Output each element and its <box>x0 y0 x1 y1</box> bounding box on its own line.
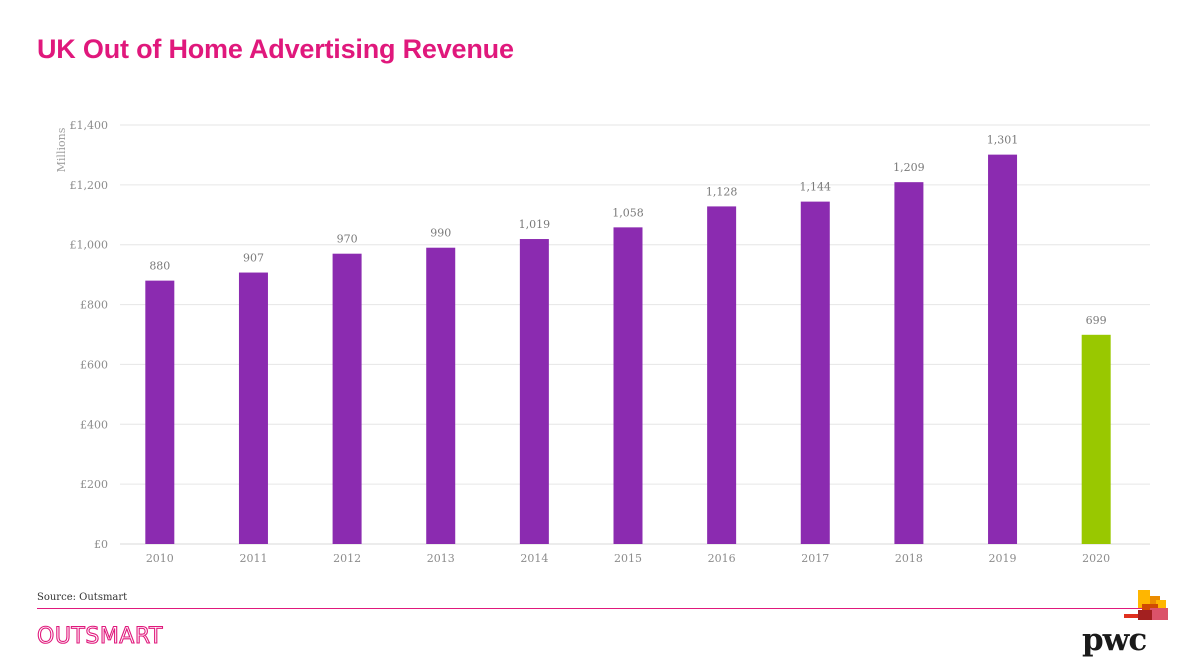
bar <box>707 206 736 544</box>
y-tick-label: £800 <box>80 299 108 312</box>
data-label: 1,058 <box>612 206 644 219</box>
x-tick-label: 2013 <box>427 552 455 565</box>
bar <box>333 254 362 544</box>
y-tick-label: £400 <box>80 418 108 431</box>
data-label: 990 <box>430 227 451 240</box>
y-tick-label: £0 <box>94 538 108 551</box>
source-note: Source: Outsmart <box>37 592 127 603</box>
data-label: 907 <box>243 252 264 265</box>
footer-divider <box>37 608 1162 609</box>
y-axis-title: Millions <box>55 127 68 172</box>
y-tick-label: £1,200 <box>70 179 109 192</box>
x-tick-label: 2010 <box>146 552 174 565</box>
bar <box>894 182 923 544</box>
y-tick-label: £1,000 <box>70 239 109 252</box>
bar <box>145 281 174 544</box>
y-tick-label: £1,400 <box>70 119 109 132</box>
x-tick-label: 2019 <box>989 552 1017 565</box>
bar <box>801 202 830 544</box>
x-tick-label: 2014 <box>520 552 548 565</box>
outsmart-logo: OUTSMART <box>37 624 163 649</box>
bar <box>988 155 1017 544</box>
x-tick-label: 2017 <box>801 552 829 565</box>
bar <box>1082 335 1111 544</box>
bar <box>239 273 268 544</box>
data-label: 880 <box>149 260 170 273</box>
y-tick-label: £600 <box>80 358 108 371</box>
data-label: 1,209 <box>893 161 925 174</box>
x-tick-label: 2020 <box>1082 552 1110 565</box>
x-tick-label: 2016 <box>708 552 736 565</box>
x-tick-label: 2018 <box>895 552 923 565</box>
data-label: 1,019 <box>519 218 551 231</box>
x-tick-label: 2015 <box>614 552 642 565</box>
x-tick-label: 2011 <box>239 552 267 565</box>
x-tick-label: 2012 <box>333 552 361 565</box>
pwc-logo: pwc <box>1082 622 1146 658</box>
bar-chart: £0 £200 £400 £600 £800 £1,000 £1,200 £1,400Mill… <box>0 0 1200 590</box>
data-label: 1,144 <box>800 181 832 194</box>
data-label: 1,128 <box>706 185 738 198</box>
bar <box>614 227 643 544</box>
data-label: 699 <box>1086 314 1107 327</box>
bar <box>520 239 549 544</box>
bar <box>426 248 455 544</box>
data-label: 970 <box>337 233 358 246</box>
y-tick-label: £200 <box>80 478 108 491</box>
data-label: 1,301 <box>987 134 1019 147</box>
